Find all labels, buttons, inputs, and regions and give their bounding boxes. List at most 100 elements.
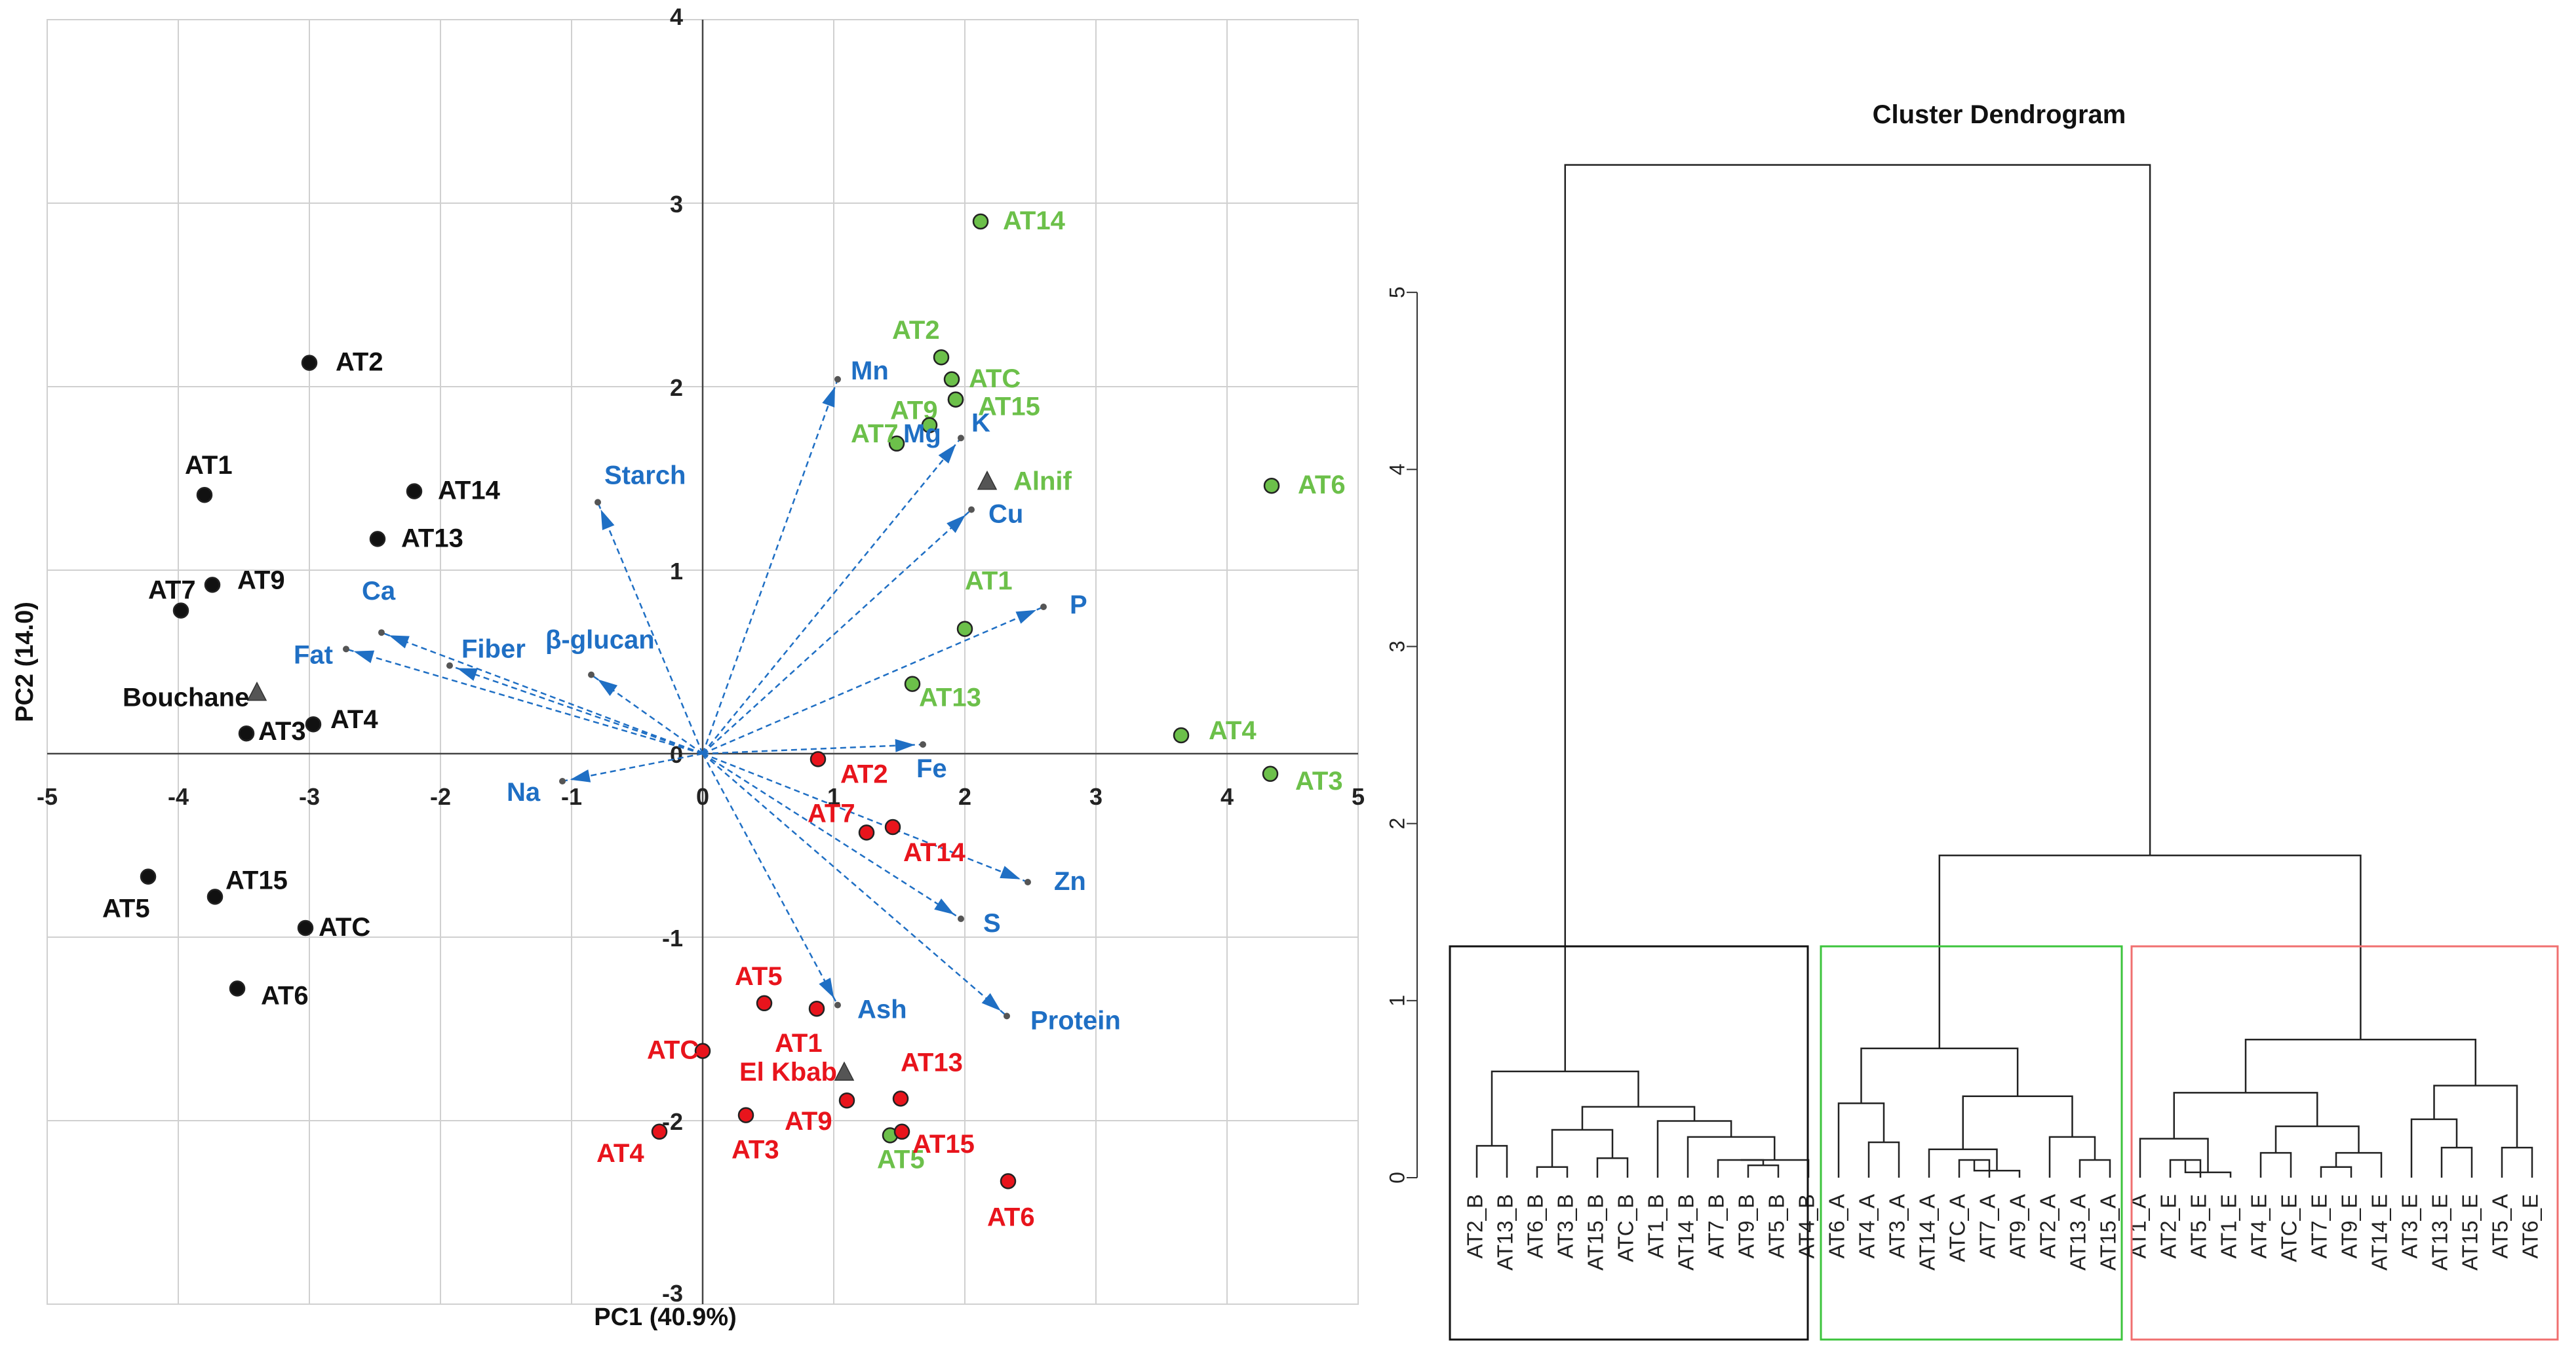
cluster-box-red <box>2130 945 2559 1341</box>
score-point <box>204 577 221 593</box>
dendrogram-title: Cluster Dendrogram <box>1873 100 2126 129</box>
score-point-label: AT15 <box>912 1130 975 1159</box>
score-point-label: ATC <box>319 913 370 942</box>
score-point <box>369 531 386 547</box>
score-point-triangle <box>977 470 998 490</box>
score-point <box>196 486 213 503</box>
score-point-label: AT6 <box>261 981 309 1010</box>
pca-x-tick-label: 5 <box>1352 783 1365 810</box>
score-point <box>140 868 157 885</box>
cluster-box-green <box>1820 945 2123 1341</box>
score-point-label: AT7 <box>851 419 899 448</box>
loading-arrowhead <box>353 650 375 663</box>
dendrogram-branch <box>1491 1070 1639 1146</box>
dendrogram-branch <box>2048 1136 2096 1178</box>
score-point-label: AT4 <box>596 1139 644 1168</box>
loading-label: β-glucan <box>545 626 655 655</box>
loading-arrowhead <box>895 739 916 752</box>
loading-label: Fe <box>916 754 947 783</box>
loading-end-dot <box>446 662 453 669</box>
score-point-label: AT7 <box>148 576 196 605</box>
dendrogram-leaf-label: ATC_B <box>1614 1194 1638 1262</box>
dendrogram-leaf-label: AT9_B <box>1734 1194 1759 1258</box>
score-point-label: AT13 <box>901 1048 963 1077</box>
dendrogram-leaf-label: AT4_B <box>1795 1194 1819 1258</box>
score-point <box>947 391 964 408</box>
score-point <box>737 1107 754 1123</box>
dendrogram-branch <box>1551 1129 1614 1167</box>
loading-arrowhead <box>457 668 478 681</box>
pca-x-tick-label: 1 <box>827 783 840 810</box>
pca-x-tick-label: -4 <box>168 783 189 810</box>
score-point-label: Mg <box>903 419 941 448</box>
loading-arrowhead <box>597 679 618 697</box>
score-point-label: AT6 <box>1298 471 1346 499</box>
dendrogram-branch <box>2501 1146 2533 1178</box>
dendrogram-branch <box>2244 1039 2476 1093</box>
score-point <box>756 995 773 1012</box>
loading-arrow-line <box>345 648 703 755</box>
loading-end-dot <box>378 629 385 636</box>
score-point-label: Bouchane <box>123 684 249 712</box>
loading-arrowhead <box>946 514 966 533</box>
loading-end-dot <box>958 435 964 442</box>
loading-arrowhead <box>938 444 956 464</box>
score-point-label: AT5 <box>102 895 150 923</box>
pca-x-axis-label: PC1 (40.9%) <box>594 1304 737 1331</box>
dendrogram-branch <box>1740 1159 1810 1178</box>
dendrogram-leaf-label: AT7_A <box>1976 1194 2000 1258</box>
loading-end-dot <box>1025 879 1031 885</box>
score-point <box>1262 765 1279 782</box>
score-point-label: AT14 <box>903 838 966 867</box>
loading-label: Fiber <box>461 635 526 664</box>
loading-arrowhead <box>822 387 835 408</box>
pca-y-tick-label: 2 <box>670 374 683 401</box>
loading-end-dot <box>920 741 926 748</box>
loading-label: Protein <box>1030 1006 1121 1035</box>
loading-end-dot <box>958 916 964 922</box>
score-point-label: AT4 <box>330 705 378 734</box>
score-point <box>305 716 322 733</box>
score-point-triangle <box>246 681 267 701</box>
dendrogram-branch <box>1687 1136 1776 1178</box>
loading-end-dot <box>588 671 595 678</box>
dendrogram-branch <box>2433 1085 2518 1148</box>
dendrogram-leaf-label: AT13_A <box>2066 1194 2090 1271</box>
dendrogram-branch <box>1596 1157 1629 1178</box>
loading-label: K <box>971 408 990 437</box>
dendrogram-branch <box>1860 1047 2019 1104</box>
score-point <box>229 980 246 997</box>
dendrogram-leaf-label: AT3_E <box>2398 1194 2422 1258</box>
score-point <box>808 1000 825 1017</box>
loading-arrowhead <box>1000 866 1021 879</box>
dendrogram-height-axis: 0 1 2 3 4 5 <box>1385 286 1418 1184</box>
dendrogram-leaf-label: AT6_B <box>1523 1194 1548 1258</box>
score-point-label: AT5 <box>735 962 783 991</box>
pca-y-tick-label: -1 <box>662 925 683 952</box>
loading-arrow-line <box>702 752 962 920</box>
score-point-label: AT14 <box>1003 206 1066 235</box>
dendrogram-branch <box>2274 1125 2360 1153</box>
pca-y-tick-label: 3 <box>670 191 683 218</box>
dendrogram-leaf-label: AT2_E <box>2156 1194 2181 1258</box>
loading-label: Starch <box>604 461 686 490</box>
score-point-label: AT3 <box>1295 767 1343 796</box>
score-point <box>884 819 901 836</box>
pca-x-tick-label: -5 <box>37 783 58 810</box>
dendrogram-branch <box>2410 1118 2458 1178</box>
score-point-label: AT15 <box>225 866 288 895</box>
loading-label: S <box>983 909 1001 938</box>
dendrogram-branch <box>1536 1166 1569 1178</box>
score-point-label: AT13 <box>919 684 981 712</box>
score-point <box>206 889 224 905</box>
score-point-label: AT1 <box>965 567 1013 596</box>
dendrogram-axis-tick-label: 1 <box>1385 995 1409 1007</box>
dendrogram-branch <box>1581 1106 1696 1130</box>
dendrogram-leaf-label: AT6_E <box>2518 1194 2543 1258</box>
loading-arrowhead <box>1015 609 1036 624</box>
dendrogram-leaf-label: AT15_A <box>2096 1194 2120 1271</box>
loading-end-dot <box>559 778 566 784</box>
loading-arrowhead <box>600 509 615 531</box>
